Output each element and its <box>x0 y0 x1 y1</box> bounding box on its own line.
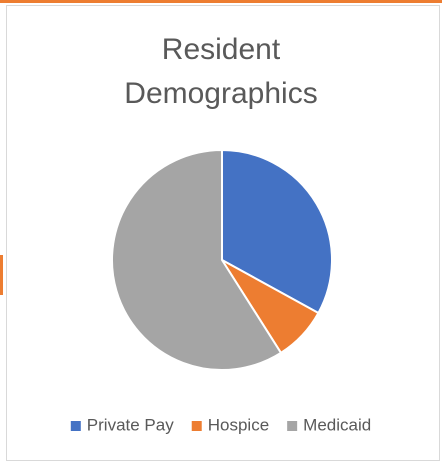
chart-title: Resident Demographics <box>124 33 318 110</box>
pie-slice <box>221 148 333 315</box>
legend-label: Private Pay <box>87 415 174 434</box>
legend-label: Hospice <box>208 415 269 434</box>
pie-slice <box>111 148 283 371</box>
legend-swatch <box>191 421 202 431</box>
legend-swatch <box>70 421 81 431</box>
legend: Private Pay Hospice Medicaid <box>70 415 371 434</box>
legend-label: Medicaid <box>303 415 371 434</box>
legend-swatch <box>287 421 298 431</box>
pie <box>111 148 333 371</box>
top-accent <box>0 0 442 3</box>
side-accent <box>0 255 3 295</box>
